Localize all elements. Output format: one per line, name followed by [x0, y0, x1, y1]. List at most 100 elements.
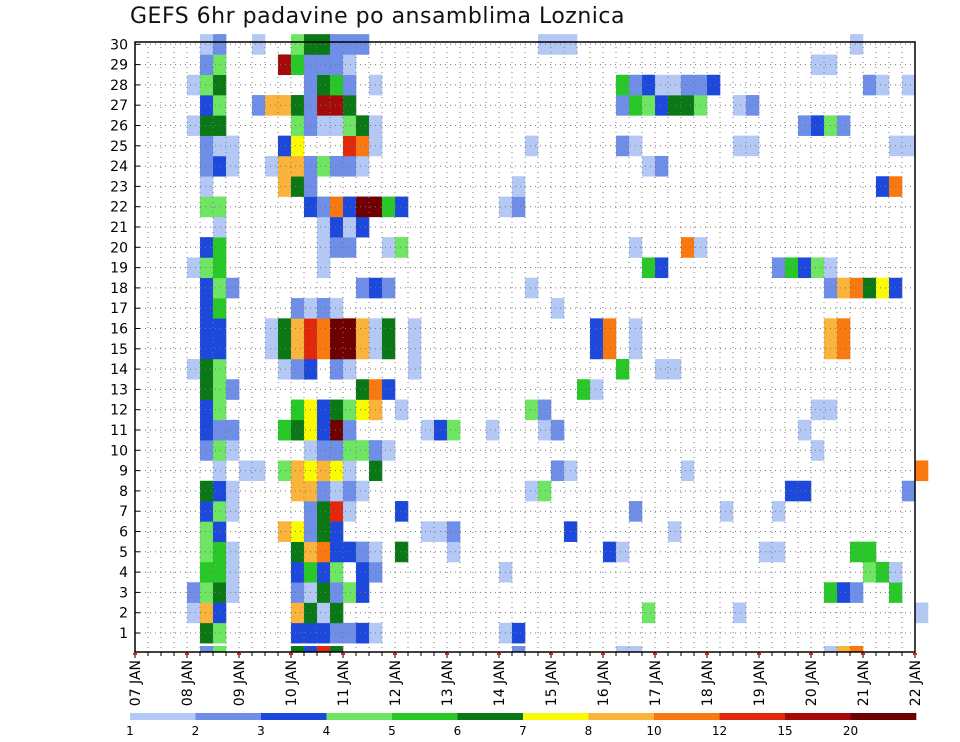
heatmap-cell: [447, 419, 461, 441]
heatmap-cell: [837, 277, 851, 299]
heatmap-cell: [603, 338, 617, 360]
heatmap-cell: [213, 379, 227, 400]
heatmap-cell: [356, 480, 370, 502]
colorbar-tick-label: 5: [388, 724, 396, 738]
heatmap-cell: [811, 440, 825, 461]
heatmap-cell: [317, 440, 331, 461]
heatmap-cell: [200, 257, 214, 279]
heatmap-cell: [343, 460, 357, 482]
heatmap-cell: [291, 318, 305, 339]
heatmap-cell: [291, 135, 305, 157]
heatmap-cell: [291, 541, 305, 563]
heatmap-cell: [382, 338, 396, 360]
colorbar-swatch: [850, 713, 917, 720]
x-tick-label: 10 JAN: [284, 660, 300, 706]
heatmap-cell: [642, 155, 656, 177]
heatmap-cell: [356, 318, 370, 339]
heatmap-cell: [213, 95, 227, 116]
x-day-marker: [549, 653, 553, 655]
heatmap-cell: [343, 74, 357, 96]
heatmap-cell: [213, 298, 227, 319]
heatmap-cell: [213, 277, 227, 299]
y-tick-label: 1: [119, 626, 128, 642]
heatmap-cell: [213, 358, 227, 380]
heatmap-cell: [343, 216, 357, 238]
heatmap-cell: [200, 419, 214, 441]
heatmap-cell: [915, 602, 929, 624]
heatmap-cell: [733, 135, 760, 157]
heatmap-cell: [330, 521, 344, 542]
heatmap-cell: [226, 582, 240, 603]
heatmap-cell: [382, 379, 396, 400]
x-tick-label: 13 JAN: [440, 660, 456, 706]
heatmap-cell: [616, 74, 630, 96]
y-tick-label: 23: [110, 179, 128, 195]
heatmap-cell: [421, 419, 435, 441]
heatmap-cell: [330, 196, 344, 218]
heatmap-cell: [226, 440, 240, 461]
heatmap-cell: [837, 338, 851, 360]
y-tick-label: 6: [119, 525, 128, 541]
x-tick-label: 19 JAN: [752, 660, 768, 706]
x-day-marker: [861, 653, 865, 655]
colorbar-tick-label: 20: [843, 724, 858, 738]
heatmap-cell: [551, 419, 565, 441]
heatmap-cell: [551, 298, 565, 319]
heatmap-cell: [525, 480, 539, 502]
colorbar-tick-label: 1: [126, 724, 134, 738]
heatmap-cell: [395, 501, 409, 522]
colorbar-swatch: [785, 713, 851, 720]
heatmap-cell: [317, 419, 331, 441]
heatmap-cell: [200, 541, 214, 563]
heatmap-cell: [538, 419, 552, 441]
heatmap-cell: [538, 480, 552, 502]
y-tick-label: 7: [119, 504, 128, 520]
heatmap-cell: [915, 460, 929, 482]
heatmap-cell: [642, 257, 656, 279]
heatmap-cell: [200, 480, 214, 502]
y-tick-label: 24: [110, 159, 128, 175]
colorbar-swatch: [654, 713, 720, 720]
heatmap-cell: [317, 602, 331, 624]
heatmap-cell: [330, 34, 370, 55]
heatmap-cell: [863, 74, 877, 96]
heatmap-cell: [200, 176, 214, 197]
heatmap-cell: [785, 480, 812, 502]
heatmap-cell: [330, 561, 344, 583]
heatmap-cell: [343, 196, 357, 218]
heatmap-cell: [356, 399, 370, 421]
heatmap-cell: [330, 460, 344, 482]
heatmap-cell: [200, 298, 214, 319]
heatmap-cell: [343, 501, 357, 522]
heatmap-cell: [356, 338, 370, 360]
heatmap-cell: [850, 277, 864, 299]
heatmap-cell: [278, 135, 292, 157]
heatmap-cell: [876, 561, 890, 583]
x-tick-label: 17 JAN: [648, 660, 664, 706]
heatmap-cell: [655, 95, 669, 116]
y-tick-label: 20: [110, 240, 128, 256]
x-tick-label: 07 JAN: [128, 660, 144, 706]
heatmap-cell: [200, 135, 214, 157]
heatmap-cell: [226, 561, 240, 583]
heatmap-cell: [837, 115, 851, 136]
heatmap-cell: [850, 34, 864, 55]
x-tick-label: 20 JAN: [804, 660, 820, 706]
heatmap-cell: [850, 582, 864, 603]
heatmap-cell: [330, 318, 357, 339]
heatmap-cell: [356, 561, 370, 583]
heatmap-cell: [382, 237, 396, 258]
heatmap-cell: [382, 196, 396, 218]
heatmap-cell: [317, 216, 331, 238]
heatmap-cell: [317, 237, 331, 258]
heatmap-cell: [863, 561, 877, 583]
heatmap-cell: [772, 257, 786, 279]
heatmap-cell: [330, 646, 344, 653]
y-tick-label: 17: [110, 301, 128, 317]
heatmap-cell: [187, 602, 201, 624]
heatmap-cell: [291, 602, 305, 624]
heatmap-cell: [213, 501, 227, 522]
y-tick-label: 21: [110, 220, 128, 236]
heatmap-cell: [291, 176, 305, 197]
